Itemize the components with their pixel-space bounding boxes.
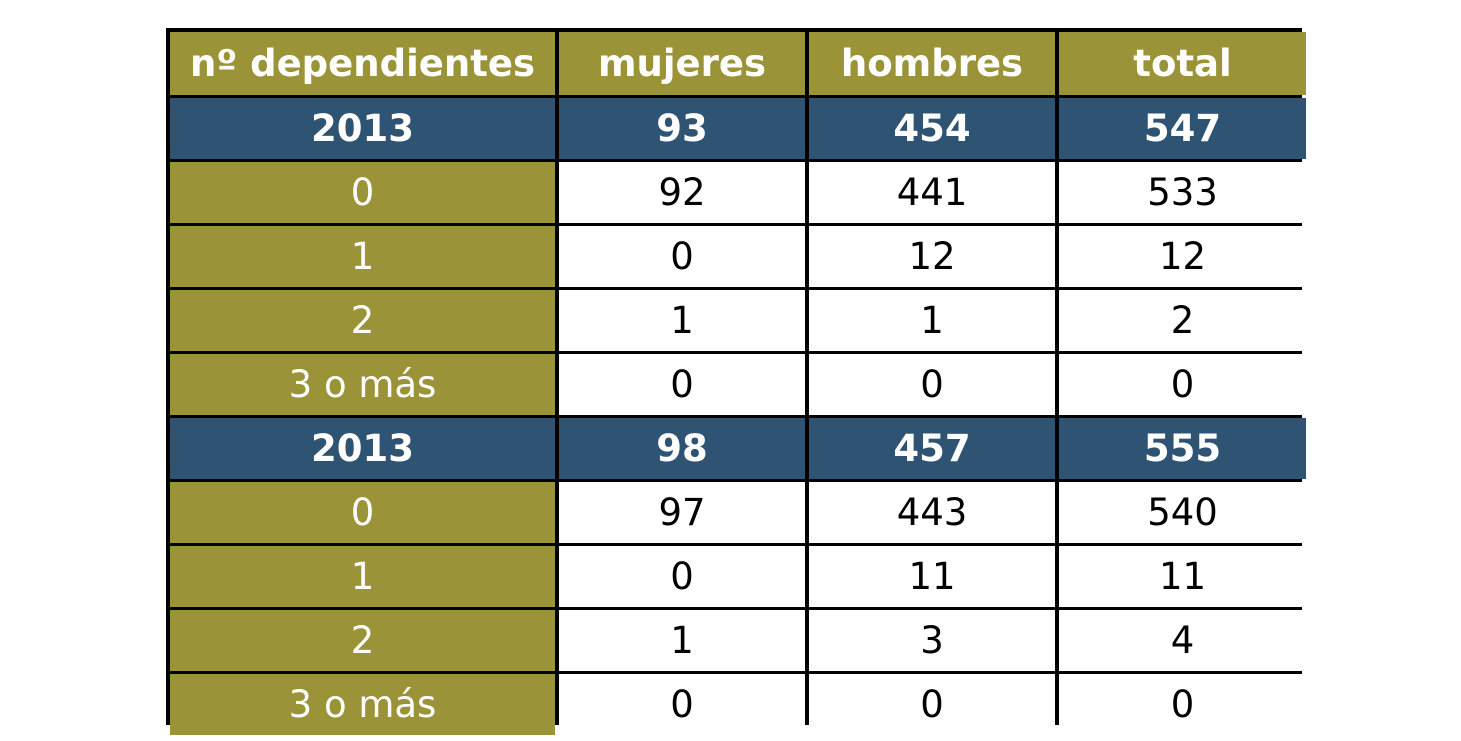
year-total-mujeres: 93: [559, 98, 805, 159]
cell-mujeres: 1: [559, 610, 805, 671]
cell-hombres: 0: [809, 354, 1055, 415]
header-dependientes: nº dependientes: [170, 32, 555, 95]
cell-mujeres: 92: [559, 162, 805, 223]
row-label: 1: [170, 546, 555, 607]
cell-total: 0: [1059, 674, 1306, 735]
row-label: 2: [170, 610, 555, 671]
header-total: total: [1059, 32, 1306, 95]
year-total-total: 555: [1059, 418, 1306, 479]
header-mujeres: mujeres: [559, 32, 805, 95]
cell-mujeres: 0: [559, 226, 805, 287]
cell-mujeres: 97: [559, 482, 805, 543]
row-label: 0: [170, 482, 555, 543]
year-total-total: 547: [1059, 98, 1306, 159]
cell-hombres: 441: [809, 162, 1055, 223]
year-label: 2013: [170, 98, 555, 159]
year-total-mujeres: 98: [559, 418, 805, 479]
row-label: 2: [170, 290, 555, 351]
cell-total: 540: [1059, 482, 1306, 543]
header-hombres: hombres: [809, 32, 1055, 95]
cell-mujeres: 1: [559, 290, 805, 351]
row-label: 0: [170, 162, 555, 223]
row-label: 3 o más: [170, 674, 555, 735]
cell-mujeres: 0: [559, 354, 805, 415]
cell-total: 11: [1059, 546, 1306, 607]
year-label: 2013: [170, 418, 555, 479]
cell-mujeres: 0: [559, 674, 805, 735]
cell-hombres: 12: [809, 226, 1055, 287]
cell-mujeres: 0: [559, 546, 805, 607]
row-label: 3 o más: [170, 354, 555, 415]
cell-total: 12: [1059, 226, 1306, 287]
row-label: 1: [170, 226, 555, 287]
cell-total: 4: [1059, 610, 1306, 671]
year-total-hombres: 454: [809, 98, 1055, 159]
cell-total: 2: [1059, 290, 1306, 351]
cell-total: 533: [1059, 162, 1306, 223]
data-table: nº dependientes mujeres hombres total 20…: [166, 28, 1306, 735]
cell-hombres: 3: [809, 610, 1055, 671]
cell-hombres: 11: [809, 546, 1055, 607]
cell-hombres: 1: [809, 290, 1055, 351]
year-total-hombres: 457: [809, 418, 1055, 479]
cell-total: 0: [1059, 354, 1306, 415]
cell-hombres: 443: [809, 482, 1055, 543]
cell-hombres: 0: [809, 674, 1055, 735]
